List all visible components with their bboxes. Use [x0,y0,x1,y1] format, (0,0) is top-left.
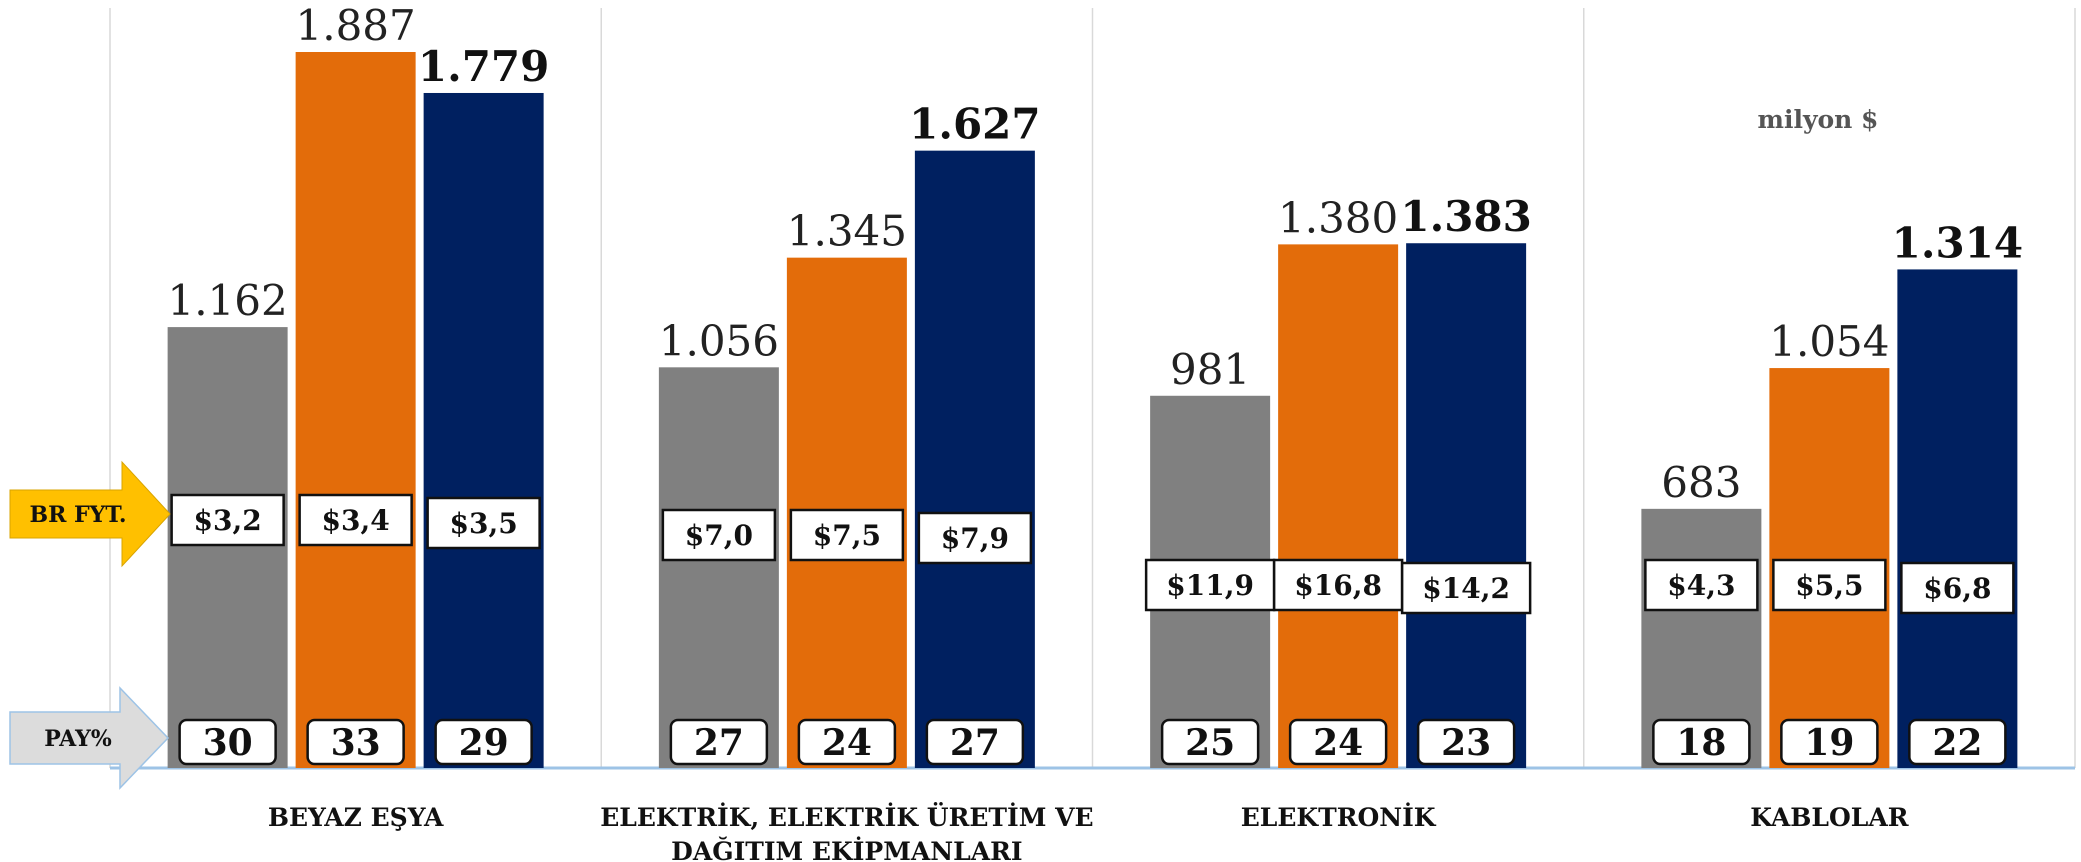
category-label: DAĞITIM EKİPMANLARI [671,837,1022,862]
data-label: 1.054 [1769,317,1889,366]
unit-price-label: $3,2 [194,504,262,537]
share-label: 30 [203,722,253,764]
unit-price-box [1400,561,1532,615]
share-label: 23 [1441,722,1491,764]
data-label: 1.056 [659,316,779,365]
share-box [797,718,897,766]
price-row-label: BR FYT. [29,502,126,528]
category-label: ELEKTRİK, ELEKTRİK ÜRETİM VE [600,803,1093,832]
category-label: BEYAZ EŞYA [268,803,444,832]
price-row-arrow [9,460,171,568]
share-box [1908,718,2007,766]
unit-price-box [789,508,905,562]
category-label: KABLOLAR [1750,803,1909,832]
share-label: 19 [1804,722,1854,764]
data-label: 1.383 [1400,192,1532,241]
share-label: 27 [694,722,744,764]
data-label: 1.345 [787,207,907,256]
share-row-label: PAY% [44,726,112,752]
share-box [306,718,405,766]
unit-label: milyon $ [1758,105,1879,134]
unit-price-box [1144,558,1276,612]
data-label: 1.380 [1278,193,1398,242]
unit-price-box [1272,558,1404,612]
data-label: 683 [1661,458,1741,507]
unit-price-label: $7,5 [813,519,881,552]
data-label: 1.779 [418,42,550,91]
share-row-arrow [9,686,170,790]
arrow-shape [9,686,170,790]
share-label: 22 [1932,722,1982,764]
share-label: 33 [331,722,381,764]
bar [658,367,779,768]
share-box [1780,718,1879,766]
arrow-shape [9,460,171,568]
data-label: 981 [1170,345,1250,394]
share-box [669,718,769,766]
unit-price-label: $3,5 [450,507,518,540]
share-box [1416,718,1516,766]
bar [167,327,288,768]
share-label: 24 [822,722,872,764]
unit-price-box [1644,558,1759,612]
bar [1406,243,1527,768]
unit-price-label: $16,8 [1294,569,1382,602]
data-label: 1.314 [1892,218,2024,267]
bar [914,150,1035,769]
bar [295,52,416,768]
unit-price-label: $14,2 [1422,572,1510,605]
bar [423,92,544,769]
unit-price-label: $5,5 [1795,569,1863,602]
share-box [1288,718,1388,766]
data-label: 1.887 [296,1,416,50]
share-box [178,718,277,766]
share-box [925,718,1025,766]
bar [1278,244,1399,769]
unit-price-label: $11,9 [1166,569,1254,602]
unit-price-label: $6,8 [1923,572,1991,605]
unit-price-label: $3,4 [322,504,390,537]
unit-price-box [1772,558,1887,612]
unit-price-label: $7,9 [941,522,1009,555]
unit-price-box [426,496,541,550]
category-label: ELEKTRONİK [1241,803,1437,832]
share-label: 27 [950,722,1000,764]
bar [1897,269,2018,768]
share-box [1652,718,1751,766]
unit-price-label: $7,0 [685,519,753,552]
share-box [1160,718,1260,766]
unit-price-box [170,493,285,547]
unit-price-box [298,493,413,547]
unit-price-box [917,511,1033,565]
data-label: 1.627 [909,100,1041,149]
share-label: 24 [1313,722,1363,764]
unit-price-box [1900,561,2015,615]
share-label: 29 [459,722,509,764]
share-label: 18 [1676,722,1726,764]
unit-price-label: $4,3 [1667,569,1735,602]
unit-price-box [661,508,777,562]
share-box [434,718,533,766]
share-label: 25 [1185,722,1235,764]
data-label: 1.162 [168,276,288,325]
